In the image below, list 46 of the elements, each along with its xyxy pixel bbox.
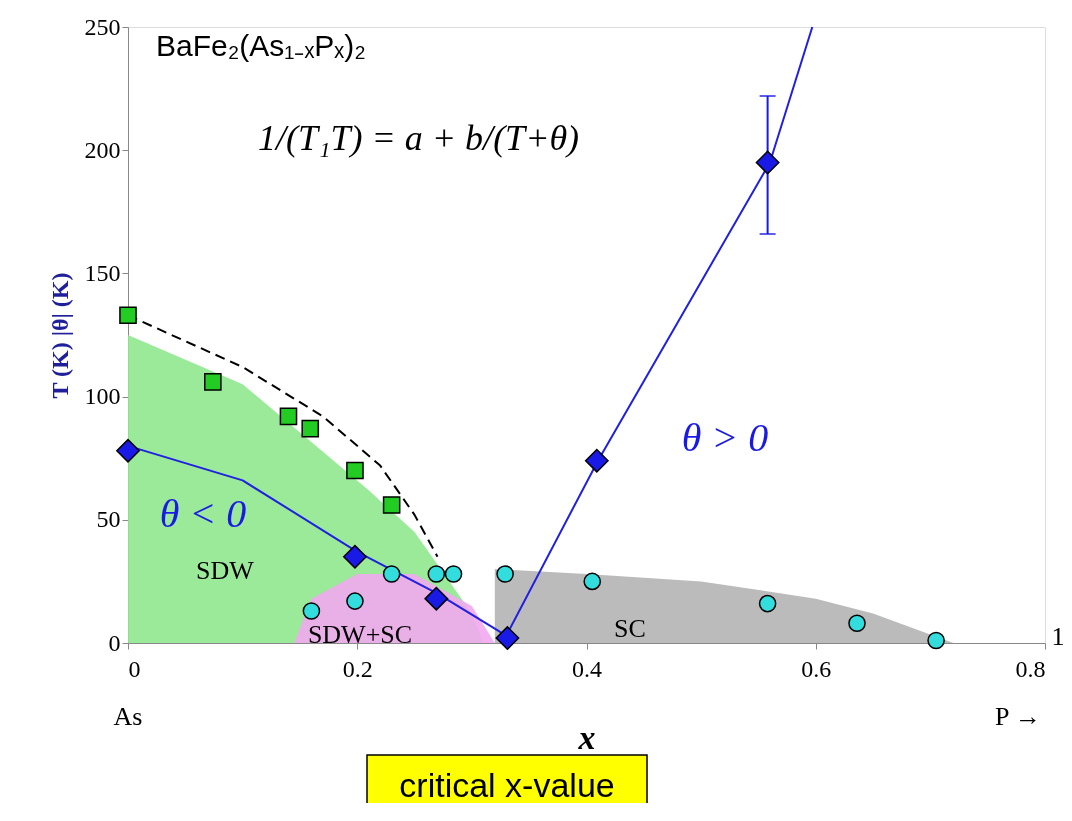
y-tick-label: 50 xyxy=(96,506,121,533)
annotation: BaFe₂(As₁₋ₓPₓ)₂ xyxy=(156,29,366,62)
y-tick-label: 150 xyxy=(84,259,121,286)
annotation: SDW+SC xyxy=(307,620,413,649)
point xyxy=(444,565,463,583)
point xyxy=(301,419,320,438)
point xyxy=(346,461,364,480)
point xyxy=(848,614,866,633)
point xyxy=(346,592,364,610)
point xyxy=(495,626,520,650)
point xyxy=(382,565,401,583)
x-tick-label: 0 xyxy=(128,655,141,682)
annotation: θ < 0 xyxy=(159,491,247,536)
point xyxy=(382,496,401,514)
point xyxy=(119,306,137,325)
annotation: SC xyxy=(614,614,646,643)
point xyxy=(279,407,298,426)
annotation: 1/(T₁T) = a + b/(T+θ) xyxy=(258,118,580,158)
x-tick-label: 0.2 xyxy=(342,655,373,682)
x-axis-title: x xyxy=(577,718,596,756)
text: P → xyxy=(995,702,1041,731)
point xyxy=(584,448,609,473)
text: As xyxy=(113,702,143,731)
point xyxy=(927,631,945,650)
y-tick-label: 0 xyxy=(108,629,121,656)
point xyxy=(583,572,602,591)
annotation: SDW xyxy=(196,556,255,585)
x-tick-label: 0.4 xyxy=(572,655,602,682)
point xyxy=(427,565,446,583)
x-tick-label: 0.6 xyxy=(801,655,832,682)
y-tick-label: 100 xyxy=(84,383,121,410)
text: 1 xyxy=(1051,622,1065,651)
y-tick-label: 200 xyxy=(84,136,121,163)
y-tick-label: 250 xyxy=(84,13,121,40)
x-tick-label: 0.8 xyxy=(1015,655,1046,682)
y-axis-title: T (K) |θ| (K) xyxy=(46,272,73,399)
point xyxy=(424,586,449,611)
point xyxy=(496,565,514,583)
text: critical x-value xyxy=(399,766,615,804)
point xyxy=(116,438,140,463)
point xyxy=(302,602,321,620)
annotation: θ > 0 xyxy=(681,415,769,460)
point xyxy=(204,373,222,391)
point xyxy=(758,594,777,613)
point xyxy=(343,544,367,569)
point xyxy=(755,150,780,175)
